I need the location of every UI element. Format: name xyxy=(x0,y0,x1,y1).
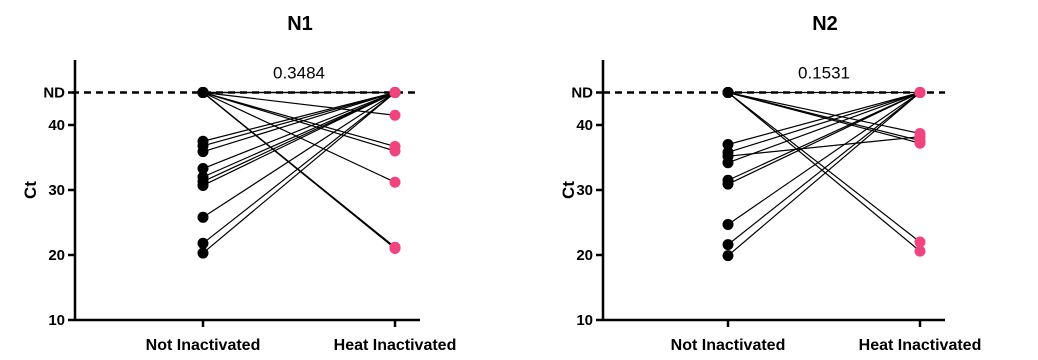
panel1-y-axis-label: Ct xyxy=(21,181,40,199)
panel2-point-not-inactivated xyxy=(722,218,734,230)
panel2-pair-line xyxy=(727,91,921,142)
panel1-title: N1 xyxy=(287,13,313,35)
panel2-title: N2 xyxy=(812,13,838,35)
panel2-y-tick-label: 40 xyxy=(576,117,593,134)
panel2-y-tick-label: 20 xyxy=(576,247,593,264)
panel2-y-tick-label: 30 xyxy=(576,182,593,199)
panel1-y-tick-label: 40 xyxy=(48,117,65,134)
panel1-pair-line xyxy=(202,91,396,116)
panel2-point-not-inactivated xyxy=(722,178,734,190)
panel2-point-heat-inactivated xyxy=(914,87,926,98)
panel2-point-not-inactivated xyxy=(722,239,734,251)
panel1-p-value: 0.3484 xyxy=(273,64,325,83)
panel1-y-tick-label: ND xyxy=(43,85,65,102)
panel1-point-not-inactivated xyxy=(197,179,209,191)
panel1-pair-line xyxy=(202,91,396,170)
panel1-pair-line xyxy=(202,91,396,183)
panel2-point-not-inactivated xyxy=(722,157,734,169)
panel2-point-not-inactivated xyxy=(722,250,734,262)
panel2-pair-line xyxy=(727,92,921,246)
panel2-pair-line xyxy=(727,92,921,257)
panel1-point-not-inactivated xyxy=(197,211,209,223)
panel2-pair-line xyxy=(727,92,921,252)
panel2-pair-line xyxy=(727,92,921,243)
panel1-point-not-inactivated xyxy=(197,247,209,259)
panel1-pair-line xyxy=(202,91,396,142)
panel1-pair-line xyxy=(202,91,396,153)
panel2-pair-line xyxy=(727,91,921,146)
panel1-category-label: Heat Inactivated xyxy=(334,337,457,354)
panel1-point-not-inactivated xyxy=(197,146,209,158)
panel2-point-heat-inactivated xyxy=(914,236,926,248)
panel1-y-tick-label: 10 xyxy=(48,312,65,329)
panel1-pair-line xyxy=(202,91,396,218)
panel2-pair-line xyxy=(727,91,921,153)
panel1-y-tick-label: 20 xyxy=(48,247,65,264)
panel1-category-label: Not Inactivated xyxy=(146,337,261,354)
panel1-pair-line xyxy=(202,92,396,254)
panel2-pair-line xyxy=(727,91,921,164)
panel1-pair-line xyxy=(202,92,396,249)
panel2-category-label: Heat Inactivated xyxy=(859,337,982,354)
panel1-point-heat-inactivated xyxy=(389,87,401,98)
panel2-point-not-inactivated xyxy=(722,87,734,98)
panel1-pair-line xyxy=(202,91,396,148)
panel2-category-label: Not Inactivated xyxy=(671,337,786,354)
panel1-point-heat-inactivated xyxy=(389,109,401,121)
panel1-point-not-inactivated xyxy=(197,237,209,249)
panel1-y-tick-label: 30 xyxy=(48,182,65,199)
panel1-point-heat-inactivated xyxy=(389,140,401,152)
panel1-point-heat-inactivated xyxy=(389,242,401,254)
panel1-pair-line xyxy=(202,91,396,178)
panel1-point-heat-inactivated xyxy=(389,176,401,188)
panel1-pair-line xyxy=(202,91,396,186)
panel2-y-tick-label: 10 xyxy=(576,312,593,329)
panel2-point-heat-inactivated xyxy=(914,135,926,147)
panel2-pair-line xyxy=(727,92,921,225)
panel2-y-axis-label: Ct xyxy=(559,181,578,199)
panel2-pair-line xyxy=(727,91,921,135)
panel2-pair-line xyxy=(727,91,921,185)
panel2-p-value: 0.1531 xyxy=(798,64,850,83)
panel2-point-not-inactivated xyxy=(722,139,734,150)
panel2-y-tick-label: ND xyxy=(571,85,593,102)
panel2-point-heat-inactivated xyxy=(914,245,926,257)
panel1-pair-line xyxy=(202,92,396,244)
panel2-pair-line xyxy=(727,136,921,157)
panel1-point-not-inactivated xyxy=(197,87,209,98)
panel1-point-not-inactivated xyxy=(197,163,209,175)
